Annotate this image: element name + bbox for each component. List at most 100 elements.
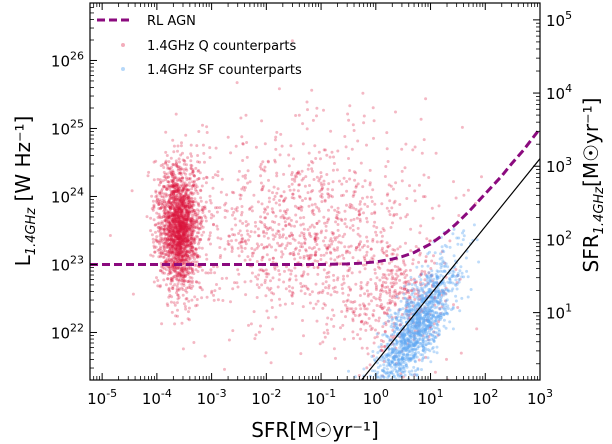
q-counterpart-point: [179, 211, 183, 214]
sf-counterpart-point: [395, 295, 399, 299]
q-counterpart-point: [178, 229, 181, 233]
q-counterpart-point: [162, 175, 166, 179]
q-counterpart-point: [162, 166, 166, 169]
q-counterpart-point: [204, 219, 208, 223]
q-counterpart-point: [277, 278, 281, 282]
sf-counterpart-point: [431, 285, 435, 288]
q-counterpart-point: [231, 233, 235, 237]
q-counterpart-point: [202, 151, 206, 155]
q-counterpart-point: [318, 189, 322, 193]
q-counterpart-point: [265, 275, 269, 279]
q-counterpart-point: [189, 159, 193, 163]
sf-counterpart-point: [451, 281, 454, 285]
q-counterpart-point: [160, 269, 164, 273]
q-counterpart-point: [285, 208, 289, 212]
q-counterpart-point: [175, 257, 179, 261]
q-counterpart-point: [182, 228, 186, 232]
q-counterpart-point: [367, 302, 371, 306]
q-counterpart-point: [298, 183, 301, 187]
q-counterpart-point: [266, 212, 270, 216]
sf-counterpart-point: [432, 350, 436, 354]
q-counterpart-point: [159, 205, 163, 209]
q-counterpart-point: [178, 199, 182, 203]
q-counterpart-point: [186, 201, 190, 204]
q-counterpart-point: [182, 187, 186, 191]
q-counterpart-point: [157, 203, 161, 207]
q-counterpart-point: [192, 183, 195, 187]
q-counterpart-point: [178, 168, 182, 172]
q-counterpart-point: [183, 237, 187, 241]
q-counterpart-point: [156, 279, 160, 282]
q-counterpart-point: [170, 178, 174, 182]
q-counterpart-point: [170, 229, 174, 233]
q-counterpart-point: [171, 189, 175, 193]
sf-counterpart-point: [429, 302, 433, 306]
q-counterpart-point: [176, 210, 180, 214]
sf-counterpart-point: [422, 323, 426, 327]
q-counterpart-point: [243, 239, 247, 243]
q-counterpart-point: [303, 184, 307, 188]
q-counterpart-point: [221, 299, 225, 302]
q-counterpart-point: [186, 195, 190, 199]
q-counterpart-point: [177, 237, 181, 241]
q-counterpart-point: [185, 242, 189, 246]
q-counterpart-point: [340, 194, 343, 198]
q-counterpart-point: [164, 238, 168, 242]
q-counterpart-point: [270, 207, 274, 211]
sf-counterpart-point: [423, 350, 427, 354]
q-counterpart-point: [178, 207, 182, 211]
q-counterpart-point: [266, 159, 270, 163]
q-counterpart-point: [169, 234, 173, 238]
q-counterpart-point: [324, 286, 328, 290]
q-counterpart-point: [169, 190, 173, 194]
q-counterpart-point: [182, 194, 186, 198]
q-counterpart-point: [256, 227, 260, 231]
q-counterpart-point: [365, 195, 369, 199]
q-counterpart-point: [454, 196, 458, 200]
sf-counterpart-point: [392, 342, 396, 346]
q-counterpart-point: [177, 186, 181, 190]
q-counterpart-point: [172, 184, 175, 188]
q-counterpart-point: [177, 243, 181, 247]
sf-counterpart-point: [388, 371, 392, 375]
q-counterpart-point: [184, 184, 188, 188]
q-counterpart-point: [189, 245, 193, 249]
q-counterpart-point: [176, 233, 180, 237]
q-counterpart-point: [171, 138, 175, 142]
sf-counterpart-point: [382, 375, 386, 379]
q-counterpart-point: [294, 213, 298, 217]
q-counterpart-point: [434, 151, 438, 155]
q-counterpart-point: [183, 218, 186, 222]
q-counterpart-point: [321, 306, 325, 310]
q-counterpart-point: [327, 208, 330, 212]
q-counterpart-point: [154, 239, 158, 242]
q-counterpart-point: [200, 184, 204, 188]
q-counterpart-point: [359, 281, 363, 284]
q-counterpart-point: [193, 237, 197, 241]
q-counterpart-point: [180, 242, 184, 246]
q-counterpart-point: [400, 169, 404, 173]
q-counterpart-point: [234, 144, 238, 148]
q-counterpart-point: [226, 135, 230, 139]
q-counterpart-point: [169, 205, 172, 209]
q-counterpart-point: [177, 219, 181, 223]
q-counterpart-point: [178, 265, 182, 269]
q-counterpart-point: [156, 229, 160, 233]
q-counterpart-point: [180, 266, 184, 270]
q-counterpart-point: [275, 174, 279, 178]
q-counterpart-point: [424, 97, 428, 101]
q-counterpart-point: [306, 191, 310, 195]
q-counterpart-point: [332, 273, 335, 277]
q-counterpart-point: [162, 249, 166, 253]
q-counterpart-point: [187, 238, 191, 242]
q-counterpart-point: [259, 324, 262, 328]
q-counterpart-point: [413, 145, 417, 149]
q-counterpart-point: [188, 184, 192, 188]
q-counterpart-point: [190, 267, 194, 271]
q-counterpart-point: [193, 260, 197, 264]
q-counterpart-point: [184, 257, 188, 261]
q-counterpart-point: [174, 217, 178, 221]
q-counterpart-point: [183, 254, 187, 258]
q-counterpart-point: [169, 278, 173, 282]
q-counterpart-point: [183, 232, 187, 236]
